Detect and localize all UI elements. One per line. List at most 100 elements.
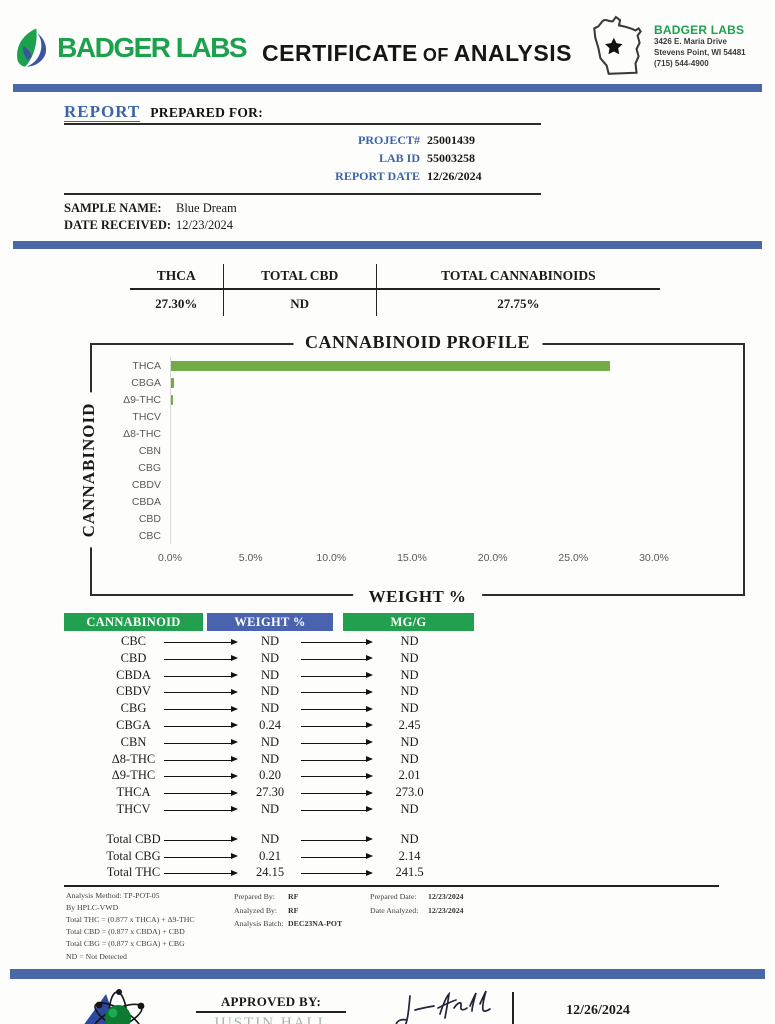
prep-date-value: 12/23/2024 bbox=[428, 905, 464, 915]
badger-labs-logo: BADGER LABS bbox=[14, 26, 247, 70]
method-note-line: Total THC = (0.877 x THCA) + Δ9-THC bbox=[66, 915, 195, 925]
chart-bar-area bbox=[170, 510, 733, 527]
summary-col-cbd-label: TOTAL CBD bbox=[222, 264, 377, 290]
arrow-icon bbox=[301, 806, 373, 813]
weight-value: ND bbox=[260, 634, 280, 648]
prep-label: Prepared By: bbox=[234, 892, 275, 902]
document-title: CERTIFICATE OF ANALYSIS bbox=[262, 39, 572, 66]
method-note-line: Total CBG = (0.877 x CBGA) + CBG bbox=[66, 939, 185, 949]
prep-label: Analysis Batch: bbox=[234, 919, 284, 929]
sample-label: DATE RECEIVED: bbox=[64, 218, 172, 232]
prep-date-value: 12/23/2024 bbox=[428, 892, 464, 902]
results-header-mgg: MG/G bbox=[343, 613, 474, 631]
chart-bar-row: THCA bbox=[100, 357, 733, 374]
chart-category-label: THCA bbox=[132, 359, 161, 372]
arrow-icon bbox=[301, 772, 373, 779]
chart-x-tick: 30.0% bbox=[639, 552, 669, 564]
signature-divider bbox=[512, 991, 514, 1024]
arrow-icon bbox=[164, 672, 238, 679]
chart-bar-row: CBD bbox=[100, 510, 733, 527]
summary-header-row: THCA TOTAL CBD TOTAL CANNABINOIDS bbox=[130, 264, 660, 290]
arrow-icon bbox=[164, 789, 238, 796]
chart-bar-area bbox=[170, 391, 733, 408]
table-row: THCA 27.30 273.0 bbox=[64, 785, 474, 802]
header: BADGER LABS CERTIFICATE OF ANALYSIS BADG… bbox=[0, 0, 775, 84]
cannabinoid-name: CBG bbox=[120, 701, 147, 716]
meta-label: REPORT DATE bbox=[335, 169, 420, 183]
table-row: Δ8-THC ND ND bbox=[64, 752, 474, 769]
mgg-value: 2.45 bbox=[398, 717, 421, 732]
sample-info: SAMPLE NAME: Blue Dream DATE RECEIVED: 12/2… bbox=[64, 201, 541, 233]
arrow-icon bbox=[164, 806, 238, 813]
mgg-value: ND bbox=[400, 801, 419, 816]
mgg-value: ND bbox=[400, 684, 419, 699]
arrow-icon bbox=[164, 836, 238, 843]
table-row: CBN ND ND bbox=[64, 735, 474, 752]
arrow-icon bbox=[301, 789, 373, 796]
meta-label: PROJECT# bbox=[357, 133, 420, 147]
prepared-for-label: PREPARED FOR: bbox=[150, 105, 264, 120]
chart-category-label: CBN bbox=[138, 444, 161, 457]
arrow-icon bbox=[301, 722, 373, 729]
lab-address-2: Stevens Point, WI 54481 bbox=[654, 47, 746, 57]
chart-x-axis-label: WEIGHT % bbox=[352, 587, 483, 607]
lab-address-block: BADGER LABS 3426 E. Maria Drive Stevens … bbox=[588, 15, 763, 81]
weight-value: ND bbox=[260, 831, 280, 846]
sample-value: Blue Dream bbox=[176, 201, 237, 215]
chart-axis-line bbox=[170, 357, 171, 544]
cannabinoid-name: Total THC bbox=[106, 865, 161, 880]
cannabinoid-name: Total CBG bbox=[106, 848, 161, 863]
arrow-icon bbox=[164, 638, 238, 645]
weight-value: ND bbox=[260, 801, 280, 816]
table-row: THCV ND ND bbox=[64, 802, 474, 819]
prep-date-label bbox=[370, 917, 424, 931]
chart-bar-area bbox=[170, 527, 733, 544]
results-table-header: CANNABINOID WEIGHT % MG/G bbox=[64, 613, 474, 631]
chart-bar-row: CBN bbox=[100, 442, 733, 459]
pjla-accreditation-block: PJLA Testing Accreditation# 113522 bbox=[44, 986, 184, 1024]
chart-bar bbox=[170, 377, 174, 388]
method-notes: Analysis Method: TP-POT-05 By HPLC-VWD Tot… bbox=[66, 890, 226, 962]
report-heading: REPORT PREPARED FOR: bbox=[64, 102, 541, 125]
arrow-icon bbox=[301, 638, 373, 645]
table-row: Total CBG 0.21 2.14 bbox=[64, 849, 474, 866]
prep-value: RF bbox=[288, 892, 299, 902]
mgg-value: 2.14 bbox=[398, 848, 421, 863]
mgg-value: ND bbox=[400, 831, 419, 846]
cannabinoid-name: Total CBD bbox=[106, 831, 161, 846]
totals-rows: Total CBD ND ND Total CBG 0.21 2.14 Total THC 2… bbox=[64, 832, 474, 882]
arrow-icon bbox=[301, 672, 373, 679]
weight-value: 24.15 bbox=[255, 865, 285, 880]
chart-x-tick: 20.0% bbox=[477, 552, 508, 564]
lab-phone: (715) 544-4900 bbox=[654, 58, 709, 68]
chart-x-tick: 15.0% bbox=[397, 552, 427, 564]
arrow-icon bbox=[164, 705, 238, 712]
sample-label: SAMPLE NAME: bbox=[64, 201, 162, 215]
chart-bar bbox=[170, 360, 611, 371]
mgg-value: ND bbox=[400, 751, 419, 766]
pjla-logo-icon bbox=[84, 988, 145, 1024]
cannabinoid-name: CBGA bbox=[116, 717, 151, 732]
summary-col-total-label: TOTAL CANNABINOIDS bbox=[376, 264, 660, 290]
weight-value: 27.30 bbox=[255, 785, 285, 800]
chart-category-label: CBGA bbox=[131, 376, 161, 389]
arrow-icon bbox=[164, 688, 238, 695]
prep-date-label: Prepared Date: bbox=[370, 892, 417, 902]
lab-name: BADGER LABS bbox=[654, 23, 745, 37]
mgg-value: ND bbox=[400, 634, 419, 648]
chart-category-label: CBC bbox=[138, 529, 161, 542]
approver-name: JUSTIN HALL bbox=[196, 1013, 346, 1024]
summary-cbd-value: ND bbox=[222, 289, 377, 316]
arrow-icon bbox=[301, 705, 373, 712]
method-note-line: Analysis Method: TP-POT-05 bbox=[66, 891, 160, 901]
analysis-footnotes: Analysis Method: TP-POT-05 By HPLC-VWD Tot… bbox=[66, 890, 775, 962]
weight-value: 0.24 bbox=[259, 717, 281, 732]
results-header-cannabinoid: CANNABINOID bbox=[64, 613, 203, 631]
divider-bar-2 bbox=[13, 241, 762, 249]
chart-category-label: THCV bbox=[132, 410, 161, 423]
method-note-line: By HPLC-VWD bbox=[66, 903, 119, 913]
prep-value: DEC23NA-POT bbox=[288, 919, 343, 929]
meta-value: 25001439 bbox=[427, 133, 475, 147]
table-row: CBC ND ND bbox=[64, 634, 474, 651]
